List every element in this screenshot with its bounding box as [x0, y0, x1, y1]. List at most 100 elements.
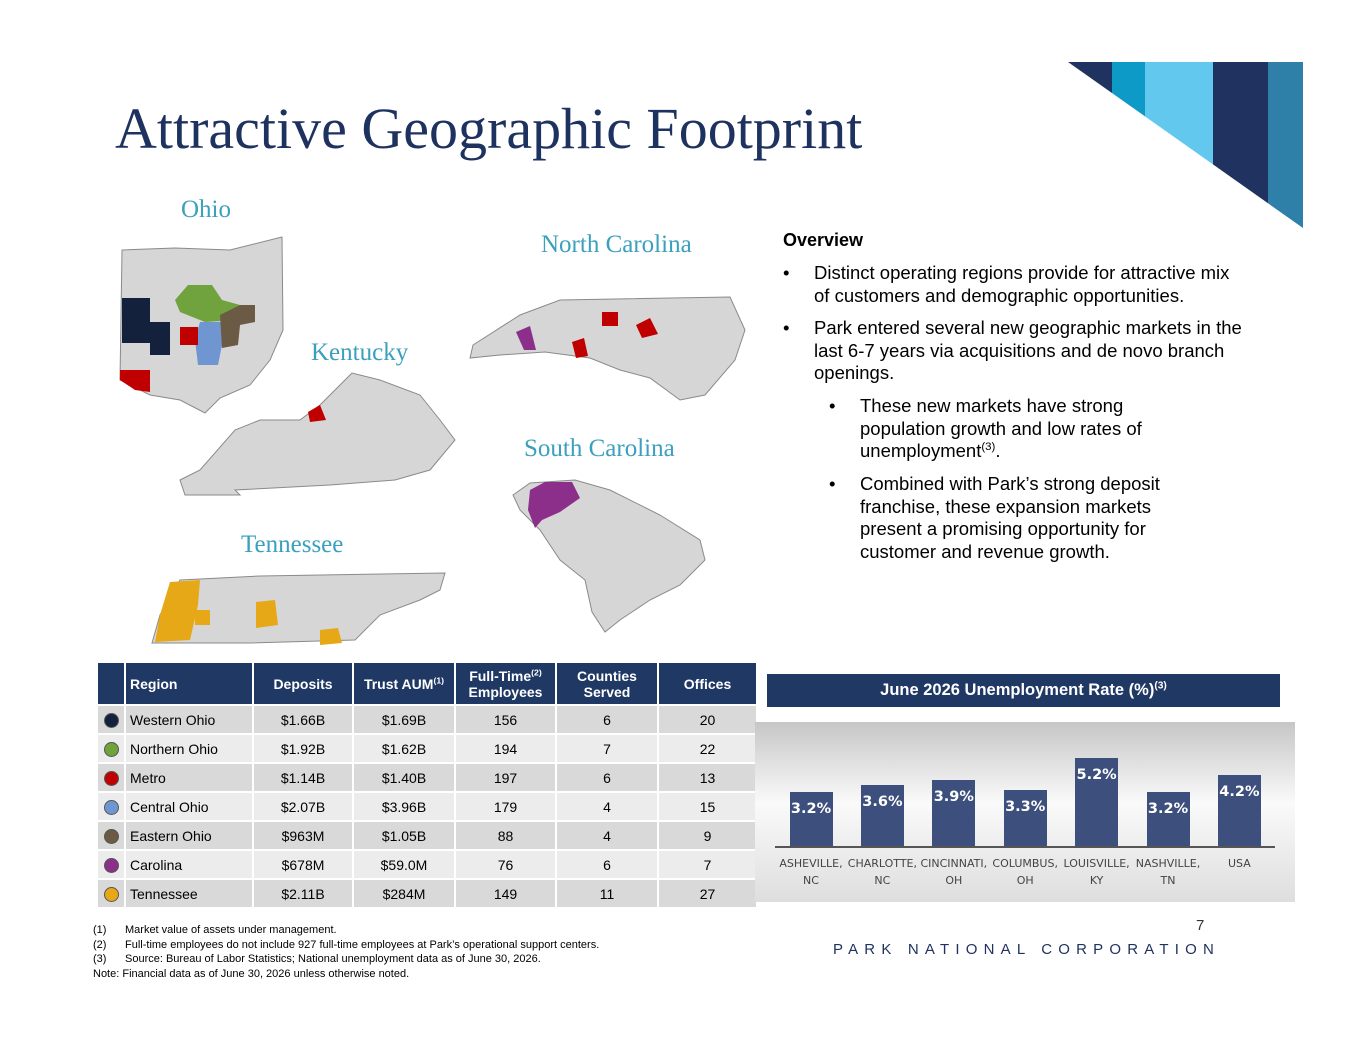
table-cell: 194 — [456, 735, 555, 762]
chart: 3.2% ASHEVILLE, NC 3.6% CHARLOTTE, NC 3.9% CI… — [755, 722, 1295, 902]
sub-bullet: • These new markets have strong populatio… — [829, 395, 1205, 463]
bar — [1146, 791, 1190, 846]
table-cell: 22 — [659, 735, 756, 762]
bar — [860, 785, 904, 846]
bar — [1075, 758, 1119, 846]
marker-cell — [98, 880, 124, 907]
table-row: Tennessee $2.11B $284M 149 11 27 — [98, 880, 756, 907]
note: Note: Financial data as of June 30, 2026… — [93, 968, 410, 980]
marker-cell — [98, 822, 124, 849]
table-cell: 7 — [659, 851, 756, 878]
header-cell: Trust AUM(1) — [354, 663, 454, 704]
table-cell: 27 — [659, 880, 756, 907]
table-cell: Carolina — [126, 851, 252, 878]
chart-title: June 2026 Unemployment Rate (%)(3) — [767, 674, 1280, 707]
table-cell: $1.62B — [354, 735, 454, 762]
maps — [119, 236, 746, 645]
table-cell: 6 — [557, 764, 657, 791]
table-cell: 6 — [557, 851, 657, 878]
superscript: (1) — [433, 674, 445, 685]
header-cell: Region — [126, 663, 252, 704]
text: Full-Time — [469, 667, 532, 684]
bullet: • Park entered several new geographic mar… — [783, 317, 1246, 385]
bar — [789, 791, 833, 846]
header-cell — [98, 663, 124, 704]
region-marker — [103, 828, 119, 844]
table-row: Carolina $678M $59.0M 76 6 7 — [98, 851, 756, 878]
text: Employees — [468, 683, 543, 700]
table-cell: 197 — [456, 764, 555, 791]
table-row: Western Ohio $1.66B $1.69B 156 6 20 — [98, 706, 756, 733]
table-cell: 4 — [557, 793, 657, 820]
footnote: (2) Full-time employees do not include 92… — [93, 939, 599, 951]
bullet: • Distinct operating regions provide for … — [783, 262, 1246, 307]
category-label: CINCINNATI, OH — [920, 857, 988, 887]
map-label: Ohio — [181, 196, 231, 223]
value-label: 3.3% — [1005, 799, 1046, 816]
region-marker — [103, 741, 119, 757]
superscript: (3) — [981, 440, 996, 453]
chart-title-sup: (3) — [1154, 680, 1167, 692]
marker-cell — [98, 706, 124, 733]
table-cell: $963M — [254, 822, 352, 849]
table-cell: $678M — [254, 851, 352, 878]
category-label: USA — [1228, 857, 1251, 870]
header-cell: Full-Time(2) Employees — [456, 663, 555, 704]
slide-title: Attractive Geographic Footprint — [115, 96, 863, 161]
category-label: CHARLOTTE, NC — [847, 857, 917, 887]
table-row: Central Ohio $2.07B $3.96B 179 4 15 — [98, 793, 756, 820]
footnote-text: Source: Bureau of Labor Statistics; Nati… — [125, 953, 541, 966]
map-label: North Carolina — [541, 231, 692, 258]
footnote-marker: (3) — [93, 953, 107, 966]
sub-bullet: • Combined with Park’s strong deposit fra… — [829, 473, 1205, 563]
text: Combined with Park’s strong deposit fran… — [860, 473, 1160, 562]
text: These new markets have strong population… — [860, 395, 1142, 461]
table-cell: $1.14B — [254, 764, 352, 791]
table-cell: $1.40B — [354, 764, 454, 791]
table-cell: 15 — [659, 793, 756, 820]
table-cell: 13 — [659, 764, 756, 791]
chart-title-text: June 2026 Unemployment Rate (%) — [880, 681, 1155, 699]
table-cell: Northern Ohio — [126, 735, 252, 762]
bullet-dot: • — [829, 473, 836, 494]
table-cell: Western Ohio — [126, 706, 252, 733]
table-cell: 76 — [456, 851, 555, 878]
table-cell: $1.92B — [254, 735, 352, 762]
header-cell: Counties Served — [557, 663, 657, 704]
region-marker — [103, 857, 119, 873]
marker-cell — [98, 735, 124, 762]
value-label: 3.6% — [862, 794, 903, 811]
category-label: COLUMBUS, OH — [992, 857, 1058, 887]
table-cell: 6 — [557, 706, 657, 733]
text: Deposits — [273, 675, 333, 692]
table-cell: 11 — [557, 880, 657, 907]
header-cell: Deposits — [254, 663, 352, 704]
header-cell: Offices — [659, 663, 756, 704]
table-cell: 4 — [557, 822, 657, 849]
category-label: NASHVILLE, TN — [1135, 857, 1201, 887]
text: Trust AUM — [363, 675, 434, 692]
region-marker — [103, 799, 119, 815]
table-cell: Central Ohio — [126, 793, 252, 820]
overview-heading: Overview — [783, 230, 864, 250]
region-marker — [103, 770, 119, 786]
bar — [1217, 775, 1261, 846]
footnote: (3) Source: Bureau of Labor Statistics; N… — [93, 953, 541, 965]
table-cell: Eastern Ohio — [126, 822, 252, 849]
table-row: Eastern Ohio $963M $1.05B 88 4 9 — [98, 822, 756, 849]
bar — [1003, 790, 1047, 846]
category-label: LOUISVILLE, KY — [1063, 857, 1130, 887]
bullet-dot: • — [783, 317, 790, 338]
tennessee-map — [151, 572, 446, 644]
map-label: South Carolina — [524, 435, 675, 462]
value-label: 4.2% — [1219, 784, 1260, 801]
text: . — [995, 440, 1001, 461]
table-cell: $2.07B — [254, 793, 352, 820]
table-cell: $2.11B — [254, 880, 352, 907]
table-row: Metro $1.14B $1.40B 197 6 13 — [98, 764, 756, 791]
company-name: PARK NATIONAL CORPORATION — [833, 941, 1220, 958]
region-marker — [103, 712, 119, 728]
bullet-dot: • — [829, 395, 836, 416]
table-cell: 156 — [456, 706, 555, 733]
